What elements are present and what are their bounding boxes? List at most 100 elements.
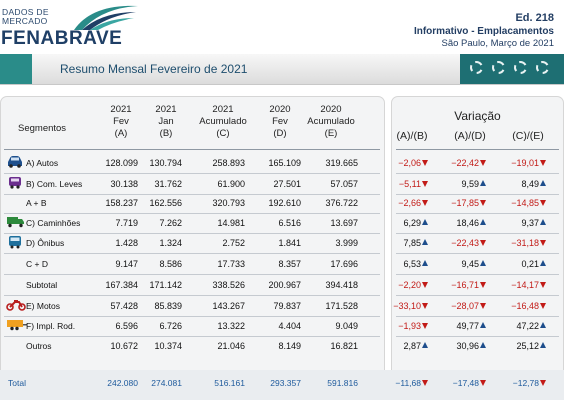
logo-line1: DADOS DE [2, 7, 49, 17]
row-divider [4, 213, 380, 214]
down-arrow-icon [540, 303, 546, 309]
variation-value: 6,53 [403, 259, 421, 269]
segment-label: D) Ônibus [26, 238, 65, 248]
table-cell: 9.049 [335, 321, 358, 331]
variation-value: 0,21 [521, 259, 539, 269]
variation-value: −22,42 [451, 158, 479, 168]
table-cell: 7.719 [115, 218, 138, 228]
variation-cell: −22,43 [430, 237, 486, 249]
table-cell: 21.046 [217, 341, 245, 351]
table-cell: 2.752 [222, 238, 245, 248]
down-arrow-icon [480, 160, 486, 166]
report-subtitle: Informativo - Emplacamentos [413, 26, 554, 37]
variation-cell: −28,07 [430, 300, 486, 312]
segment-label: F) Impl. Rod. [26, 321, 76, 331]
variation-cell: −17,85 [430, 197, 486, 209]
down-arrow-icon [422, 303, 428, 309]
table-cell: 4.404 [278, 321, 301, 331]
variation-value: 8,49 [521, 179, 539, 189]
segments-header: Segmentos [18, 123, 67, 134]
table-cell: 200.967 [268, 280, 301, 290]
variation-value: −12,78 [512, 378, 539, 388]
brand-name: FENABRAVE [1, 28, 123, 49]
bus-icon [6, 235, 24, 254]
variation-cell: −2,66 [372, 197, 428, 209]
report-date: São Paulo, Março de 2021 [441, 38, 555, 49]
segment-label: Subtotal [26, 280, 58, 290]
variation-value: −17,48 [452, 378, 479, 388]
variation-value: −17,85 [451, 198, 479, 208]
table-cell: 16.821 [330, 341, 358, 351]
gears-decoration [460, 54, 564, 84]
column-header-line: (A) [114, 128, 128, 139]
up-arrow-icon [480, 260, 486, 266]
column-header-line: Jan [158, 116, 174, 127]
variation-cell: −33,10 [372, 300, 428, 312]
column-header: 2020 Acumulado (E) [301, 104, 361, 140]
row-divider [4, 194, 380, 195]
up-arrow-icon [540, 219, 546, 225]
down-arrow-icon [540, 282, 546, 288]
variation-value: −2,06 [398, 158, 421, 168]
variation-value: 7,85 [403, 238, 421, 248]
column-header-line: (E) [324, 128, 338, 139]
header-divider [396, 149, 559, 150]
variation-column-header: (A)/(B) [396, 130, 428, 142]
variation-cell: 8,49 [490, 178, 546, 190]
banner-title: Resumo Mensal Fevereiro de 2021 [60, 62, 248, 76]
row-divider [4, 336, 380, 337]
up-arrow-icon [540, 322, 546, 328]
variation-cell: −16,71 [430, 279, 486, 291]
table-cell: 130.794 [149, 158, 182, 168]
table-cell: 61.900 [217, 179, 245, 189]
table-cell: 7.262 [159, 218, 182, 228]
variation-cell: 6,53 [372, 258, 428, 270]
variation-value: −16,71 [451, 280, 479, 290]
column-header-line: Acumulado [199, 116, 247, 127]
table-cell: 13.322 [217, 321, 245, 331]
segment-label: C) Caminhões [26, 218, 81, 228]
segment-label: Outros [26, 341, 52, 351]
down-arrow-icon [540, 380, 546, 386]
variation-cell: 49,77 [430, 320, 486, 332]
down-arrow-icon [422, 160, 428, 166]
up-arrow-icon [480, 322, 486, 328]
variation-value: −33,10 [393, 301, 421, 311]
segment-label: B) Com. Leves [26, 179, 83, 189]
up-arrow-icon [540, 180, 546, 186]
up-arrow-icon [480, 219, 486, 225]
row-divider [396, 194, 559, 195]
motorcycle-icon [6, 298, 26, 316]
column-header: 2021 Acumulado (C) [193, 104, 253, 140]
variation-cell: −2,06 [372, 157, 428, 169]
row-divider [4, 316, 380, 317]
table-cell: 85.839 [154, 301, 182, 311]
column-header-line: (C) [216, 128, 230, 139]
gear-icon [536, 61, 549, 74]
table-cell: 17.696 [330, 259, 358, 269]
variation-value: −14,85 [511, 198, 539, 208]
data-table-panel [0, 96, 385, 400]
variation-cell: 30,96 [430, 340, 486, 352]
variation-value: −31,18 [511, 238, 539, 248]
row-divider [4, 233, 380, 234]
table-cell: 3.999 [335, 238, 358, 248]
section-banner: Resumo Mensal Fevereiro de 2021 [0, 54, 564, 85]
row-divider [4, 295, 380, 296]
variation-cell: 25,12 [490, 340, 546, 352]
variation-value: −11,68 [395, 378, 421, 388]
variation-cell: 7,85 [372, 237, 428, 249]
total-variation-cell: −17,48 [430, 377, 486, 389]
column-header: 2021 Fev (A) [91, 104, 151, 140]
column-header-line: 2021 [212, 104, 234, 115]
table-cell: 1.841 [278, 238, 301, 248]
table-cell: 31.762 [154, 179, 182, 189]
table-cell: 1.428 [115, 238, 138, 248]
variation-value: 9,45 [461, 259, 479, 269]
column-header-line: 2020 [269, 104, 291, 115]
column-header-line: Acumulado [307, 116, 355, 127]
table-cell: 258.893 [212, 158, 245, 168]
variation-value: 9,37 [521, 218, 539, 228]
total-cell: 242.080 [107, 378, 138, 388]
variation-cell: 0,21 [490, 258, 546, 270]
